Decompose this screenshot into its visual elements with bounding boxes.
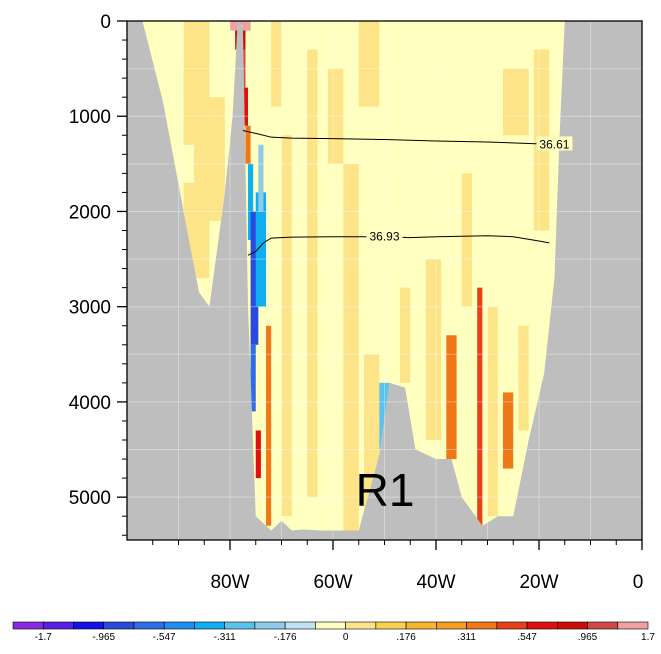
y-tick-label: 2000: [69, 202, 111, 223]
colorbar-label: -1.7: [35, 632, 53, 643]
colorbar-swatch: [496, 621, 528, 630]
y-tick-label: 1000: [69, 107, 111, 128]
anomaly-cell: [255, 192, 267, 307]
colorbar-swatch: [133, 621, 165, 630]
colorbar-swatch: [436, 621, 467, 630]
colorbar-label: 0: [343, 632, 349, 643]
anomaly-cell: [248, 163, 254, 241]
contour-line: [242, 130, 565, 146]
anomaly-cell: [245, 125, 251, 164]
anomaly-cell: [477, 287, 483, 526]
colorbar-label: -.965: [92, 632, 115, 643]
colorbar-swatch: [587, 621, 619, 630]
anomaly-cell: [518, 325, 529, 431]
anomaly-cell: [266, 325, 272, 526]
anomaly-cell: [196, 163, 205, 279]
colorbar-swatch: [617, 621, 649, 630]
colorbar-swatch: [194, 621, 225, 630]
anomaly-cell: [461, 173, 473, 307]
anomaly-cell: [502, 68, 529, 136]
anomaly-cell: [271, 21, 282, 107]
colorbar-swatch: [224, 621, 256, 630]
anomaly-cell: [502, 392, 514, 469]
x-tick-label: 0: [633, 572, 644, 593]
colorbar-label: -.311: [214, 632, 236, 643]
anomaly-cell: [255, 430, 261, 479]
colorbar-swatch: [466, 621, 498, 630]
anomaly-cell: [242, 87, 249, 126]
colorbar-swatch: [284, 621, 316, 630]
anomaly-cell: [209, 97, 225, 221]
contour-label-bg: [366, 228, 403, 243]
colorbar-swatch: [375, 621, 407, 630]
region-label: R1: [356, 464, 415, 516]
colorbar-swatch: [345, 621, 377, 630]
colorbar-label: 1.7: [641, 632, 655, 643]
colorbar-swatch: [103, 621, 135, 630]
y-tick-label: 0: [100, 12, 111, 33]
colorbar-swatch: [163, 621, 195, 630]
contour-label: 36.61: [539, 137, 569, 151]
axes: 0 1000 2000 3000 4000 5000 80W 60W 40W 20W 0: [69, 12, 644, 593]
colorbar: -1.7 -.965 -.547 -.311 -.176 0 .176 .311 .547 .96…: [12, 621, 655, 643]
anomaly-cell: [425, 259, 442, 441]
x-tick-label: 20W: [519, 572, 558, 593]
colorbar-swatch: [405, 621, 437, 630]
anomaly-cell: [399, 287, 411, 383]
section-field: [127, 21, 642, 540]
anomaly-cell: [307, 49, 318, 498]
colorbar-swatch: [73, 621, 105, 630]
colorbar-swatch: [42, 621, 74, 630]
anomaly-cell: [358, 21, 380, 107]
colorbar-swatch: [254, 621, 286, 630]
anomaly-patches: [168, 21, 550, 531]
anomaly-cell: [487, 306, 498, 517]
colorbar-label: .547: [517, 632, 537, 643]
anomaly-cell: [250, 344, 256, 412]
anomaly-cell: [250, 211, 259, 345]
anomaly-cell: [258, 144, 264, 212]
colorbar-label: .965: [578, 632, 598, 643]
x-tick-label: 80W: [210, 572, 249, 593]
contour-label: 36.93: [369, 230, 399, 244]
colorbar-label: .176: [396, 632, 416, 643]
anomaly-cell: [343, 163, 359, 531]
anomaly-cell: [178, 144, 194, 183]
colorbar-swatch: [556, 621, 588, 630]
anomaly-cell: [327, 68, 344, 164]
anomaly-cell: [446, 335, 457, 460]
y-tick-label: 4000: [69, 393, 111, 414]
colorbar-label: -.547: [153, 632, 176, 643]
grid: [127, 21, 642, 540]
x-tick-label: 40W: [416, 572, 455, 593]
anomaly-cell: [379, 382, 390, 450]
anomaly-cell: [168, 21, 184, 60]
colorbar-label: .311: [457, 632, 476, 643]
plot-area: 36.61 36.93: [127, 21, 642, 540]
y-tick-label: 5000: [69, 488, 111, 509]
contours: 36.61 36.93: [242, 130, 573, 256]
colorbar-label: -.176: [274, 632, 297, 643]
anomaly-cell: [281, 135, 292, 517]
colorbar-swatch: [526, 621, 558, 630]
colorbar-swatch: [12, 621, 44, 630]
colorbar-swatch: [315, 621, 346, 630]
y-tick-label: 3000: [69, 298, 111, 319]
contour-label-bg: [536, 136, 573, 151]
x-tick-label: 60W: [313, 572, 352, 593]
